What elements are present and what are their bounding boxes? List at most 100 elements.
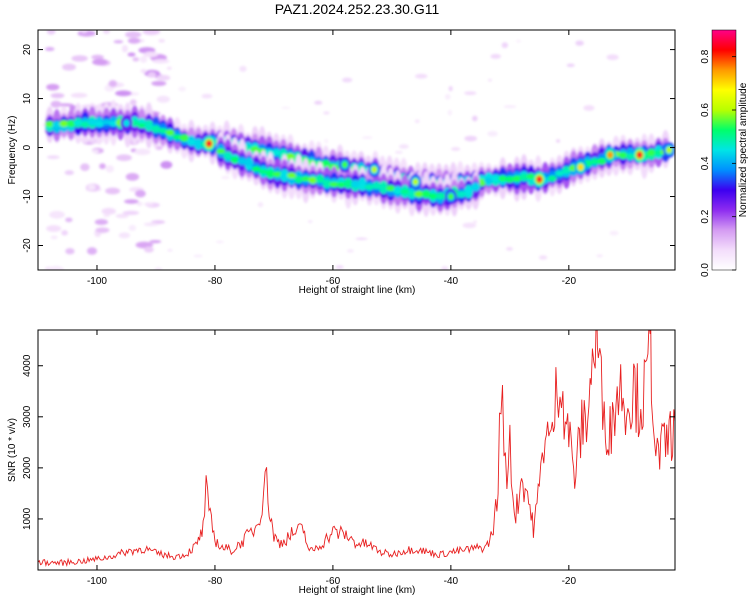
snr-y-ticks: 1000 2000 3000 4000 <box>22 354 675 530</box>
heatmap-ridge-cell <box>108 120 118 127</box>
heatmap-ridge-cell <box>272 171 282 178</box>
spectrogram-x-ticks: -100 -80 -60 -40 -20 <box>87 30 576 287</box>
colorbar-tick-label: 0.2 <box>700 209 711 223</box>
heatmap-ridge-cell <box>491 174 501 183</box>
heatmap-ridge-cell <box>357 184 367 191</box>
heatmap-noise <box>444 94 451 100</box>
heatmap-noise <box>472 115 478 122</box>
snr-x-axis-label: Height of straight line (km) <box>299 585 416 596</box>
heatmap-ridge-cell <box>484 177 494 184</box>
heatmap-noise <box>61 230 68 236</box>
heatmap-ridge-cell <box>343 180 353 188</box>
heatmap-ridge-cell <box>315 175 325 184</box>
heatmap-ridge-cell <box>172 134 182 140</box>
heatmap-noise <box>101 207 116 215</box>
heatmap-noise <box>115 90 132 97</box>
heatmap-noise <box>103 213 110 218</box>
heatmap-noise <box>149 240 162 244</box>
heatmap-noise <box>105 165 114 173</box>
heatmap-ridge-cell <box>464 186 474 194</box>
heatmap-ridge-cell <box>322 179 332 188</box>
heatmap-ridge-cell <box>294 175 304 184</box>
heatmap-noise <box>501 42 509 49</box>
heatmap-ridge-cell <box>512 175 522 183</box>
heatmap-ridge-cell <box>45 120 55 128</box>
heatmap-ridge-cell <box>186 139 196 146</box>
heatmap-noise <box>50 235 58 240</box>
colorbar-tick-label: 0.8 <box>700 49 711 63</box>
y-tick-label: 0 <box>22 144 33 150</box>
heatmap-noise <box>606 54 619 61</box>
heatmap-noise <box>108 80 117 88</box>
heatmap-ridge-cell <box>94 121 104 128</box>
heatmap-noise <box>115 213 129 219</box>
heatmap-noise <box>144 246 154 253</box>
heatmap-noise <box>136 201 143 207</box>
heatmap-noise <box>45 46 55 52</box>
heatmap-noise <box>575 40 584 46</box>
heatmap-ridge-cell <box>244 159 254 167</box>
heatmap-noise <box>122 210 140 215</box>
heatmap-noise <box>134 148 151 156</box>
heatmap-ridge-cell <box>329 181 339 188</box>
heatmap-noise <box>91 149 100 153</box>
heatmap-noise <box>506 247 513 251</box>
heatmap-noise <box>47 265 64 270</box>
colorbar-gradient <box>711 29 737 271</box>
heatmap-ridge-cell <box>428 193 438 200</box>
heatmap-ridge-cell <box>158 127 168 134</box>
heatmap-noise <box>136 242 154 248</box>
heatmap-noise <box>65 248 75 255</box>
colorbar-ticks: 0.0 0.2 0.4 0.6 0.8 <box>700 49 736 277</box>
snr-frame <box>37 329 676 571</box>
heatmap-ridge-cell <box>258 168 268 175</box>
heatmap-noise <box>221 175 230 180</box>
x-tick-label: -20 <box>562 576 577 587</box>
heatmap-ridge-cell <box>554 170 564 177</box>
heatmap-noise <box>464 135 477 142</box>
heatmap-ridge-cell <box>87 118 97 126</box>
heatmap-ridge-cell <box>230 156 240 164</box>
heatmap-ridge-cell <box>271 148 281 157</box>
heatmap-ridge-cell <box>66 120 76 128</box>
heatmap-peak <box>577 163 584 171</box>
heatmap-noise <box>147 71 157 78</box>
heatmap-noise <box>62 63 76 71</box>
heatmap-noise <box>450 147 461 151</box>
heatmap-noise <box>201 93 213 99</box>
heatmap-noise <box>156 95 170 103</box>
heatmap-noise <box>609 230 619 236</box>
x-tick-label: -60 <box>326 276 341 287</box>
heatmap-peak <box>636 151 643 159</box>
heatmap-ridge-cell <box>301 175 311 182</box>
heatmap-noise <box>142 30 161 36</box>
y-tick-label: -10 <box>22 189 33 204</box>
heatmap-noise <box>140 69 147 74</box>
y-tick-label: 4000 <box>22 354 33 377</box>
heatmap-ridge-cell <box>379 186 389 193</box>
heatmap-noise <box>143 222 159 227</box>
heatmap-ridge-cell <box>407 190 417 198</box>
heatmap-noise <box>490 54 502 59</box>
heatmap-noise <box>414 119 420 123</box>
x-tick-label: -100 <box>87 576 107 587</box>
heatmap-noise <box>556 139 561 143</box>
heatmap-ridge-cell <box>250 145 260 153</box>
heatmap-noise <box>94 219 109 226</box>
heatmap-ridge-cell <box>280 172 290 180</box>
heatmap-noise <box>398 144 409 149</box>
heatmap-noise <box>516 39 521 43</box>
heatmap-noise <box>314 100 323 105</box>
heatmap-noise <box>341 77 353 83</box>
x-tick-label: -80 <box>208 576 223 587</box>
heatmap-noise <box>143 51 159 58</box>
heatmap-ridge-cell <box>618 151 628 159</box>
snr-y-axis-label: SNR (10 * v/v) <box>7 418 18 482</box>
heatmap-noise <box>538 255 548 260</box>
heatmap-noise <box>257 202 264 208</box>
heatmap-ridge-cell <box>321 159 331 168</box>
heatmap-noise <box>156 74 171 81</box>
heatmap-noise <box>103 30 110 35</box>
heatmap-ridge-cell <box>52 120 62 128</box>
